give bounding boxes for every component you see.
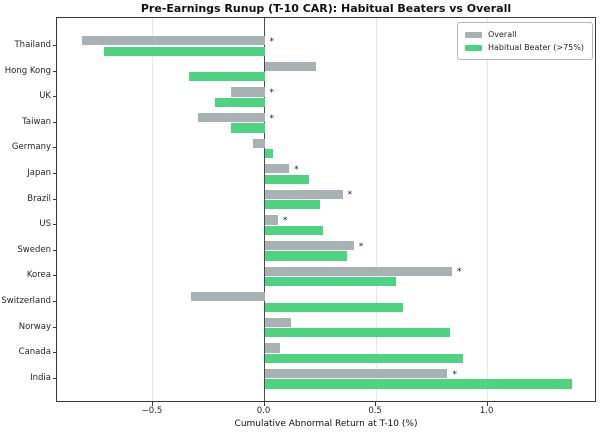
y-tick-mark bbox=[52, 96, 56, 98]
legend-swatch-icon bbox=[464, 31, 482, 38]
y-tick-label-switzerland: Switzerland bbox=[1, 296, 51, 306]
chart-title: Pre-Earnings Runup (T-10 CAR): Habitual … bbox=[140, 2, 512, 15]
bar-overall-switzerland bbox=[190, 292, 265, 302]
x-tick-mark bbox=[151, 402, 153, 406]
significance-star-japan: * bbox=[294, 164, 299, 175]
bar-overall-germany bbox=[253, 138, 265, 148]
legend-item-habitual-beater-75-: Habitual Beater (>75%) bbox=[464, 41, 584, 54]
y-tick-mark bbox=[52, 121, 56, 123]
bar-habitual-beater-75--japan bbox=[264, 174, 310, 184]
y-tick-mark bbox=[52, 45, 56, 46]
bar-habitual-beater-75--canada bbox=[264, 353, 464, 364]
bar-overall-taiwan bbox=[197, 112, 265, 123]
y-tick-label-us: US bbox=[39, 219, 51, 230]
x-tick-mark bbox=[263, 402, 265, 406]
x-tick-mark bbox=[486, 402, 488, 406]
y-tick-mark bbox=[52, 326, 56, 328]
gridline-x-0 bbox=[152, 18, 154, 401]
significance-star-us: * bbox=[282, 216, 288, 226]
y-tick-label-taiwan: Taiwan bbox=[22, 116, 51, 127]
legend-item-overall: Overall bbox=[464, 28, 584, 41]
significance-star-thailand: * bbox=[269, 36, 275, 47]
legend-label: Overall bbox=[487, 30, 517, 39]
bar-habitual-beater-75--switzerland bbox=[264, 302, 403, 312]
bar-overall-norway bbox=[264, 317, 292, 328]
y-tick-label-korea: Korea bbox=[26, 270, 51, 281]
bar-overall-thailand bbox=[81, 36, 265, 46]
y-tick-mark bbox=[52, 147, 56, 149]
bar-habitual-beater-75--india bbox=[264, 379, 573, 389]
bar-overall-korea bbox=[264, 266, 452, 276]
x-tick-mark bbox=[375, 402, 377, 406]
plot-area: * * * * * * * * * bbox=[56, 17, 596, 402]
y-tick-mark bbox=[52, 224, 56, 226]
significance-star-korea: * bbox=[456, 267, 462, 278]
bar-habitual-beater-75--uk bbox=[215, 97, 265, 108]
significance-star-brazil: * bbox=[347, 190, 353, 201]
bar-habitual-beater-75--thailand bbox=[103, 46, 265, 56]
y-tick-label-uk: UK bbox=[39, 91, 51, 102]
bar-habitual-beater-75--taiwan bbox=[231, 123, 265, 133]
bar-habitual-beater-75--us bbox=[264, 225, 323, 236]
bar-habitual-beater-75--korea bbox=[264, 276, 397, 287]
significance-star-taiwan: * bbox=[269, 113, 275, 124]
y-tick-label-india: India bbox=[30, 372, 51, 383]
x-tick-label: 0.5 bbox=[368, 406, 382, 416]
y-tick-label-brazil: Brazil bbox=[27, 193, 51, 204]
bar-overall-japan bbox=[264, 164, 290, 174]
legend-label: Habitual Beater (>75%) bbox=[487, 43, 584, 52]
y-tick-mark bbox=[52, 377, 56, 379]
bar-habitual-beater-75--brazil bbox=[264, 200, 321, 210]
y-tick-mark bbox=[52, 173, 56, 174]
bar-overall-canada bbox=[264, 343, 281, 353]
significance-star-sweden: * bbox=[358, 241, 364, 252]
bar-overall-sweden bbox=[264, 240, 354, 251]
y-tick-label-germany: Germany bbox=[11, 142, 51, 153]
y-tick-mark bbox=[52, 70, 56, 72]
y-tick-mark bbox=[52, 198, 56, 200]
y-tick-label-norway: Norway bbox=[18, 321, 51, 332]
bar-overall-india bbox=[264, 368, 448, 379]
bar-overall-uk bbox=[231, 87, 265, 97]
significance-star-uk: * bbox=[269, 88, 275, 98]
legend-swatch-icon bbox=[464, 44, 482, 51]
x-tick-label: 0.0 bbox=[256, 406, 271, 416]
y-tick-label-thailand: Thailand bbox=[14, 40, 51, 50]
bar-overall-brazil bbox=[264, 189, 343, 200]
bar-overall-us bbox=[264, 215, 278, 225]
y-tick-label-sweden: Sweden bbox=[17, 244, 51, 255]
significance-star-india: * bbox=[452, 369, 457, 380]
y-tick-mark bbox=[52, 352, 56, 354]
y-tick-mark bbox=[52, 249, 56, 251]
gridline-x-3 bbox=[487, 18, 489, 401]
gridline-x-2 bbox=[375, 18, 377, 401]
bar-overall-hong-kong bbox=[264, 61, 316, 72]
x-tick-label: −0.5 bbox=[141, 406, 163, 416]
zero-line bbox=[263, 18, 266, 401]
y-tick-label-hong-kong: Hong Kong bbox=[4, 65, 51, 76]
bar-habitual-beater-75--hong-kong bbox=[188, 72, 265, 82]
bar-habitual-beater-75--sweden bbox=[264, 251, 348, 261]
y-tick-label-canada: Canada bbox=[18, 347, 51, 358]
legend: Overall Habitual Beater (>75%) bbox=[456, 22, 593, 60]
x-tick-label: 1.0 bbox=[479, 406, 494, 416]
y-tick-mark bbox=[52, 301, 56, 302]
bar-habitual-beater-75--norway bbox=[264, 328, 450, 338]
y-tick-label-japan: Japan bbox=[27, 168, 51, 178]
y-tick-mark bbox=[52, 275, 56, 277]
bar-habitual-beater-75--germany bbox=[264, 148, 274, 159]
x-axis-label: Cumulative Abnormal Return at T-10 (%) bbox=[234, 419, 418, 429]
